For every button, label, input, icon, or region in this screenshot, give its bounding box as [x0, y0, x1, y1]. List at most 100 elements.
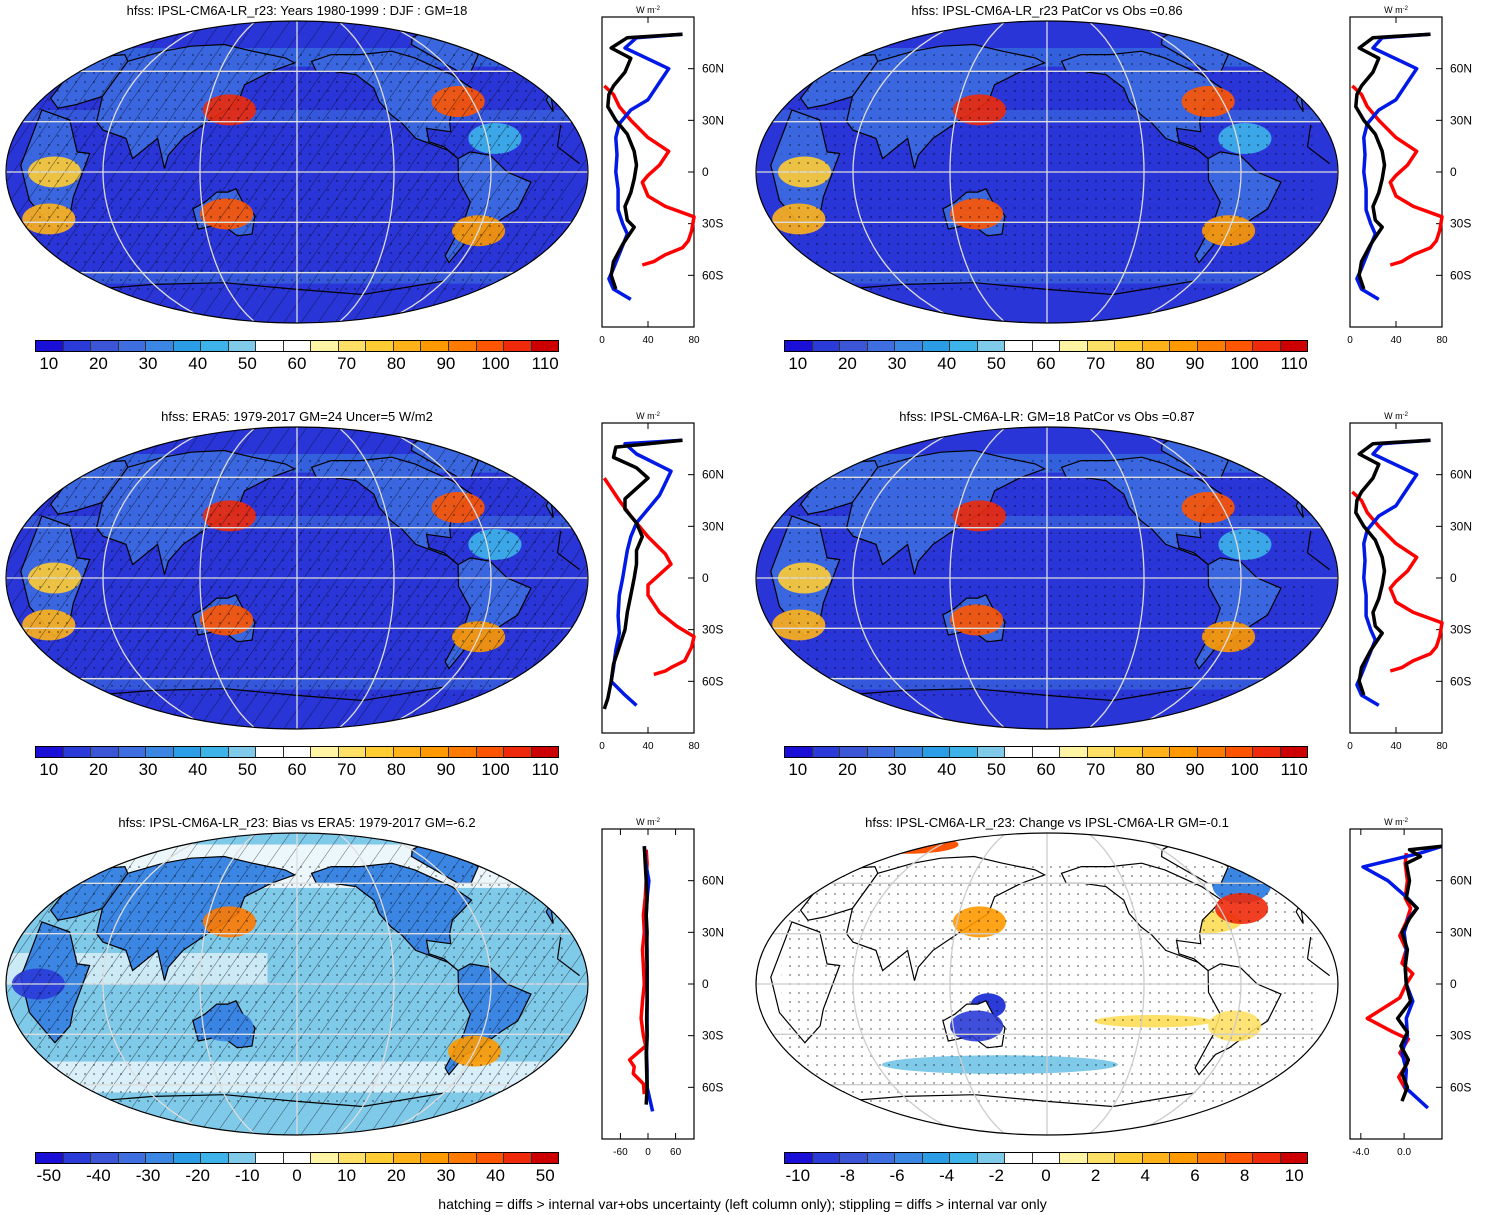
colorbar-swatch [1253, 341, 1281, 351]
colorbar [784, 746, 1308, 758]
colorbar-swatch [91, 1153, 119, 1163]
colorbar-swatch [840, 341, 868, 351]
colorbar-labels: 10 20 30 40 50 60 70 80 90 100 110 [35, 354, 559, 376]
map-panel [755, 426, 1339, 730]
profile-red-line [627, 849, 649, 1095]
y-tick-label: 60N [1450, 468, 1472, 482]
colorbar-swatch [1197, 341, 1226, 351]
zonal-profile: 0 40 80 60N 30N 0 30S 60S W m-2 [1347, 5, 1472, 346]
colorbar-swatch [36, 341, 64, 351]
colorbar-swatch [1197, 1153, 1226, 1163]
colorbar-label: 30 [138, 760, 158, 779]
colorbar-label: 50 [986, 354, 1006, 373]
colorbar-label: -8 [839, 1166, 855, 1185]
colorbar [35, 1152, 559, 1164]
colorbar-swatch [1032, 747, 1061, 757]
colorbar-swatch [421, 341, 449, 351]
colorbar-label: -20 [185, 1166, 210, 1185]
colorbar-swatch [922, 341, 951, 351]
graticule-meridian [949, 427, 1007, 729]
colorbar-label: 20 [88, 760, 108, 779]
x-tick-label: 40 [642, 335, 654, 346]
colorbar-label: 50 [237, 760, 257, 779]
colorbar-label: 110 [531, 354, 559, 373]
y-tick-label: 0 [1450, 977, 1457, 991]
colorbar-swatch [1225, 1153, 1254, 1163]
colorbar-label: 90 [436, 354, 456, 373]
x-tick-label: 0 [1347, 335, 1353, 346]
graticule-meridian [199, 833, 257, 1135]
colorbar-swatch [283, 341, 312, 351]
profile-red-line [1351, 490, 1444, 673]
colorbar-swatch [118, 1153, 147, 1163]
colorbar-label: 20 [386, 1166, 406, 1185]
colorbar-swatch [1253, 747, 1281, 757]
colorbar-swatch [173, 1153, 202, 1163]
graticule-meridian [337, 427, 395, 729]
colorbar-swatch [201, 341, 229, 351]
colorbar-swatch [785, 341, 813, 351]
colorbar-label: 110 [1280, 760, 1308, 779]
colorbar-label: 100 [1230, 354, 1259, 373]
colorbar-label: -40 [86, 1166, 111, 1185]
y-tick-label: 60N [702, 468, 724, 482]
panel-title: hfss: IPSL-CM6A-LR_r23: Years 1980-1999 … [126, 3, 468, 18]
colorbar [784, 340, 1308, 352]
colorbar-swatch [338, 1153, 367, 1163]
colorbar-swatch [1115, 747, 1143, 757]
x-tick-label: 80 [1436, 335, 1448, 346]
colorbar-swatch [867, 1153, 896, 1163]
x-tick-label: 60 [670, 1147, 682, 1158]
colorbar-swatch [476, 341, 505, 351]
colorbar-swatch [118, 341, 147, 351]
colorbar-swatch [146, 747, 174, 757]
colorbar-label: 30 [138, 354, 158, 373]
y-tick-label: 0 [702, 977, 709, 991]
panel-title: hfss: IPSL-CM6A-LR_r23 PatCor vs Obs =0.… [911, 3, 1183, 18]
y-tick-label: 30N [702, 925, 724, 939]
colorbar-swatch [977, 341, 1006, 351]
colorbar-swatch [63, 341, 92, 351]
x-tick-label: 0 [1347, 741, 1353, 752]
map-border [755, 20, 1339, 324]
colorbar-label: 60 [287, 760, 307, 779]
x-tick-label: 40 [642, 741, 654, 752]
map-border [5, 832, 589, 1136]
y-tick-label: 0 [702, 165, 709, 179]
colorbar-swatch [531, 1153, 559, 1163]
colorbar-swatch [504, 747, 532, 757]
colorbar-label: 80 [386, 354, 406, 373]
graticule-meridian [852, 21, 965, 323]
colorbar-swatch [812, 1153, 841, 1163]
colorbar-labels: 10 20 30 40 50 60 70 80 90 100 110 [784, 760, 1308, 782]
colorbar-swatch [448, 341, 477, 351]
panel-title: hfss: IPSL-CM6A-LR_r23: Change vs IPSL-C… [865, 815, 1229, 830]
colorbar-label: 100 [481, 354, 510, 373]
colorbar-label: 60 [287, 354, 307, 373]
graticule-meridian [379, 833, 492, 1135]
colorbar-swatch [393, 747, 422, 757]
map-panel [5, 426, 589, 730]
colorbar-swatch [201, 1153, 229, 1163]
colorbar-swatch [531, 341, 559, 351]
colorbar-swatch [895, 341, 923, 351]
colorbar-swatch [1142, 341, 1171, 351]
colorbar-swatch [173, 341, 202, 351]
colorbar-label: 20 [88, 354, 108, 373]
map-panel [5, 832, 589, 1136]
y-tick-label: 60N [702, 874, 724, 888]
colorbar-swatch [1032, 341, 1061, 351]
colorbar-swatch [256, 1153, 284, 1163]
y-tick-label: 60S [702, 674, 723, 688]
colorbar-swatch [1253, 1153, 1281, 1163]
colorbar-label: 80 [386, 760, 406, 779]
colorbar-labels: -10 -8 -6 -4 -2 0 2 4 6 8 10 [784, 1166, 1308, 1188]
y-tick-label: 0 [702, 571, 709, 585]
colorbar-label: 70 [1086, 760, 1106, 779]
y-tick-label: 60S [1450, 674, 1471, 688]
colorbar-swatch [256, 747, 284, 757]
profile-blue-line [1355, 438, 1431, 707]
profile-units: W m-2 [636, 5, 660, 15]
colorbar-swatch [228, 341, 257, 351]
colorbar-swatch [146, 1153, 174, 1163]
